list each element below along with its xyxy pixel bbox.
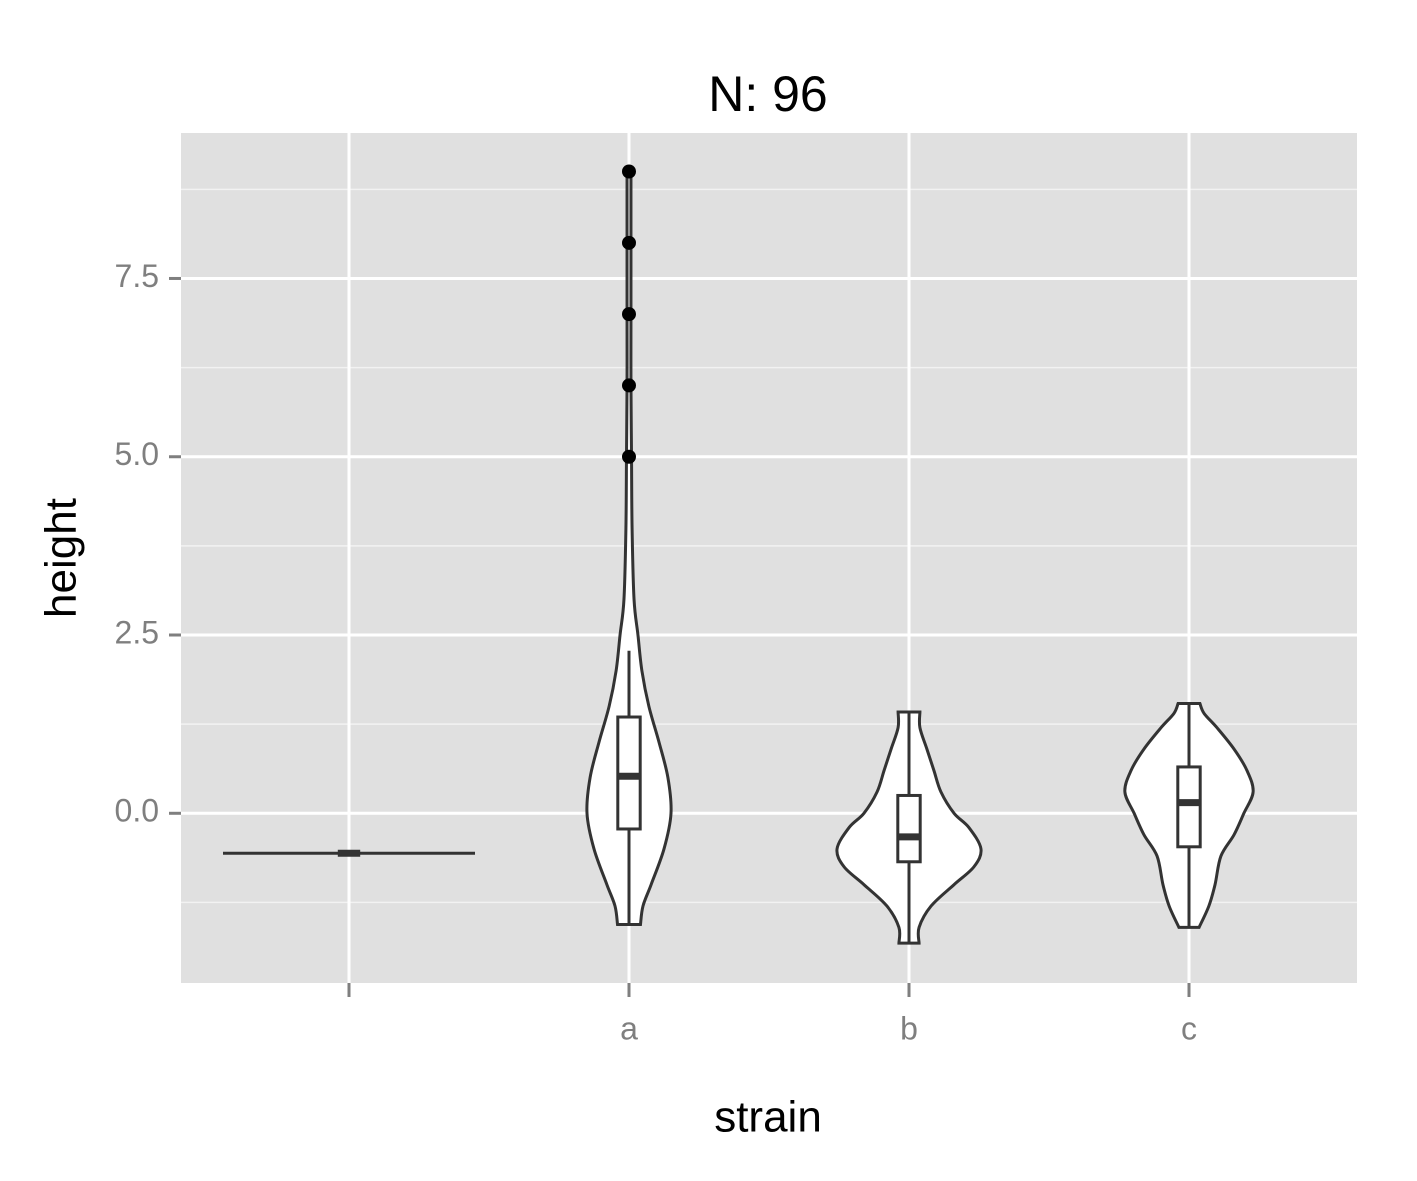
- outlier: [622, 378, 636, 393]
- box: [1176, 765, 1202, 849]
- x-axis-title: strain: [714, 1093, 822, 1142]
- x-tick-label: b: [900, 1010, 918, 1046]
- outlier: [622, 449, 636, 464]
- y-axis-title: height: [37, 498, 86, 618]
- outlier: [622, 307, 636, 322]
- y-tick-label: 5.0: [115, 436, 159, 472]
- x-tick-label: a: [620, 1010, 638, 1046]
- outlier: [622, 164, 636, 179]
- chart-title: N: 96: [708, 66, 828, 122]
- y-tick-label: 2.5: [115, 614, 159, 650]
- x-tick-label: c: [1181, 1010, 1197, 1046]
- marks: [223, 164, 1255, 945]
- outlier: [622, 235, 636, 250]
- box: [896, 793, 922, 864]
- y-tick-label: 7.5: [115, 258, 159, 294]
- y-tick-label: 0.0: [115, 793, 159, 829]
